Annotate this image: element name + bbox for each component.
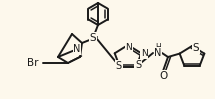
Text: Br: Br (28, 58, 39, 68)
Text: N: N (154, 48, 162, 58)
Text: S: S (193, 43, 199, 53)
Text: S: S (116, 61, 122, 71)
Text: S: S (135, 60, 141, 70)
Text: N: N (126, 42, 132, 51)
Text: N: N (141, 49, 148, 58)
Text: H: H (155, 42, 161, 51)
Text: S: S (90, 33, 96, 43)
Text: O: O (160, 71, 168, 81)
Text: N: N (73, 44, 81, 54)
